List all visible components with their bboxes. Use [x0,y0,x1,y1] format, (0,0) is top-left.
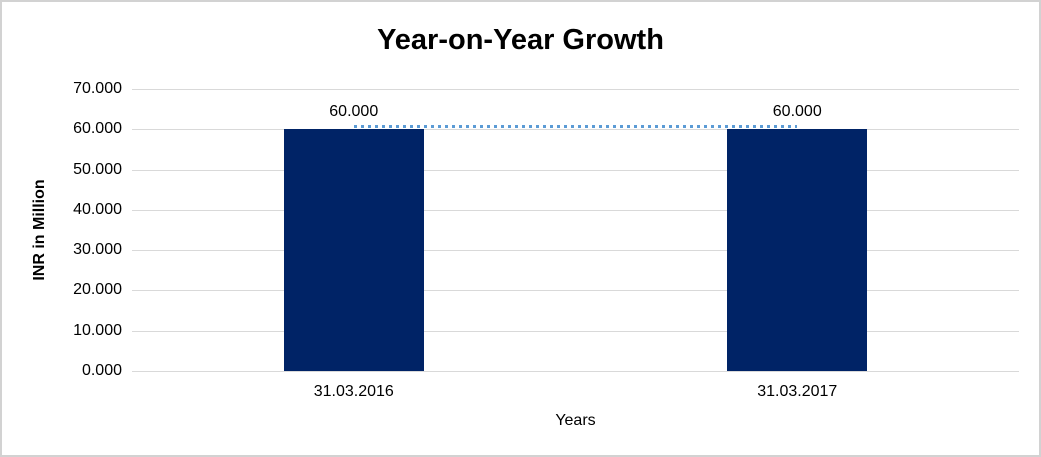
gridline [132,129,1019,131]
y-tick-label: 60.000 [73,120,122,138]
y-tick-label: 20.000 [73,281,122,299]
y-tick-label: 0.000 [81,362,122,379]
gridline [132,290,1019,292]
gridline [132,169,1019,171]
y-tick-label: 50.000 [73,160,122,178]
bar [283,129,424,371]
y-tick-label: 30.000 [73,241,122,259]
gridline [132,89,1019,90]
x-axis-title: Years [555,412,596,429]
gridline [132,250,1019,252]
gridline [132,209,1019,211]
connector-line [353,125,798,129]
bar [727,129,868,371]
x-category-label: 31.03.2016 [313,383,394,400]
y-tick-label: 10.000 [73,321,122,339]
gridline [132,330,1019,332]
y-tick-label: 40.000 [73,200,122,218]
y-tick-label: 70.000 [73,80,122,97]
x-category-label: 31.03.2017 [757,383,838,400]
bar-data-label: 60.000 [772,103,822,121]
plot-area: 60.000 60.000 [132,89,1019,372]
chart-title: Year-on-Year Growth [377,24,664,56]
gridline [132,371,1019,372]
bar-data-label: 60.000 [329,103,379,121]
